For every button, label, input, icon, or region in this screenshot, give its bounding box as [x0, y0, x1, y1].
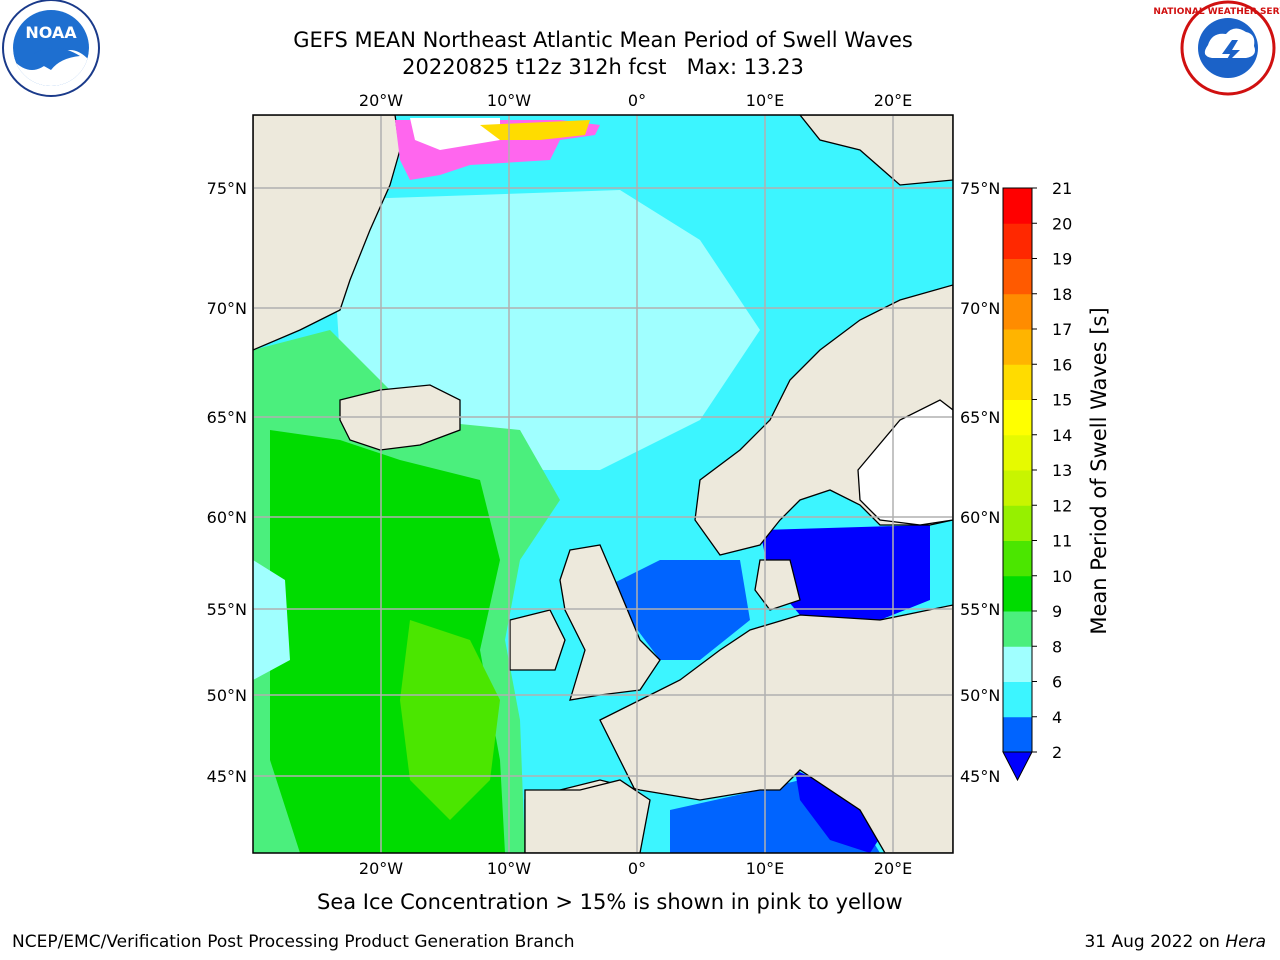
- colorbar-segment: [1003, 716, 1032, 753]
- lat-tick-right: 65°N: [960, 408, 1000, 427]
- colorbar-segment: [1003, 293, 1032, 330]
- sea-field-west-light: [253, 560, 290, 680]
- lon-tick-bottom: 0°: [628, 859, 646, 878]
- lat-tick-left: 50°N: [207, 686, 247, 705]
- footer-branch: NCEP/EMC/Verification Post Processing Pr…: [12, 932, 575, 952]
- lat-ticks-right: 75°N 70°N 65°N 60°N 55°N 50°N 45°N: [960, 179, 1000, 786]
- footer-machine: Hera: [1225, 932, 1266, 952]
- lat-tick-right: 45°N: [960, 767, 1000, 786]
- colorbar-tick-label: 20: [1052, 214, 1072, 233]
- lat-tick-right: 60°N: [960, 508, 1000, 527]
- land-iberia: [524, 779, 651, 853]
- colorbar-segment: [1003, 470, 1032, 506]
- map-frame: [252, 114, 954, 854]
- lon-tick-top: 0°: [628, 91, 646, 110]
- lat-tick-left: 60°N: [207, 508, 247, 527]
- lat-tick-right: 55°N: [960, 600, 1000, 619]
- colorbar-tick-label: 12: [1052, 496, 1072, 515]
- land-ireland: [509, 609, 566, 671]
- land-britain: [559, 544, 661, 701]
- colorbar-tick-label: 13: [1052, 461, 1072, 480]
- lat-tick-left: 75°N: [207, 179, 247, 198]
- footer-date: 31 Aug 2022 on Hera: [1084, 932, 1266, 952]
- chart-title: GEFS MEAN Northeast Atlantic Mean Period…: [293, 28, 913, 52]
- sea-field-baltic: [760, 525, 930, 620]
- colorbar-segment: [1003, 223, 1032, 259]
- colorbar-segment: [1003, 399, 1032, 436]
- lon-ticks-top: 20°W 10°W 0° 10°E 20°E: [359, 91, 912, 110]
- colorbar-under-extension: [1002, 751, 1033, 782]
- colorbar-segment: [1003, 364, 1032, 400]
- colorbar-tick-label: 21: [1052, 179, 1072, 198]
- land-areas: [253, 115, 953, 853]
- sea-field-yellowgreen: [400, 620, 500, 820]
- map-panel: [253, 115, 953, 853]
- nws-logo-text: NATIONAL WEATHER SERVICE: [1153, 7, 1280, 17]
- noaa-logo-text: NOAA: [25, 23, 77, 42]
- lat-tick-right: 75°N: [960, 179, 1000, 198]
- colorbar-tick-label: 6: [1052, 673, 1062, 692]
- colorbar-segment: [1003, 575, 1032, 612]
- sea-ice-core: [410, 118, 500, 150]
- lat-tick-right: 70°N: [960, 299, 1000, 318]
- graticule: [253, 115, 953, 853]
- land-denmark: [754, 559, 801, 611]
- colorbar-label: Mean Period of Swell Waves [s]: [1087, 307, 1111, 634]
- colorbar-tick-label: 10: [1052, 567, 1072, 586]
- colorbar-segment: [1003, 188, 1032, 224]
- sea-ice-caption: Sea Ice Concentration > 15% is shown in …: [317, 890, 903, 914]
- footer-date-text: 31 Aug 2022 on: [1084, 932, 1226, 952]
- lat-ticks-left: 75°N 70°N 65°N 60°N 55°N 50°N 45°N: [207, 179, 247, 786]
- colorbar-tick-label: 9: [1052, 602, 1062, 621]
- colorbar: 2 4 6 8 9 10 11 12 13 14 15 16 17 18 19 20 21: [1002, 179, 1072, 782]
- lon-tick-bottom: 10°W: [487, 859, 531, 878]
- lat-tick-left: 65°N: [207, 408, 247, 427]
- colorbar-segment: [1003, 540, 1032, 577]
- lat-tick-left: 55°N: [207, 600, 247, 619]
- colorbar-segment: [1003, 505, 1032, 541]
- colorbar-segment: [1003, 646, 1032, 682]
- land-bothnia-nodata: [857, 399, 953, 526]
- colorbar-tick-label: 11: [1052, 532, 1072, 551]
- colorbar-segment: [1003, 258, 1032, 295]
- lat-tick-right: 50°N: [960, 686, 1000, 705]
- lon-tick-top: 10°W: [487, 91, 531, 110]
- colorbar-tick-label: 4: [1052, 708, 1062, 727]
- sea-field-adriatic: [795, 770, 885, 853]
- lon-ticks-bottom: 20°W 10°W 0° 10°E 20°E: [359, 859, 912, 878]
- colorbar-segment: [1003, 434, 1032, 471]
- land-svalbard: [799, 115, 953, 186]
- lon-tick-bottom: 20°E: [874, 859, 912, 878]
- colorbar-tick-label: 18: [1052, 285, 1072, 304]
- nws-logo: NATIONAL WEATHER SERVICE: [1153, 0, 1280, 96]
- colorbar-tick-label: 8: [1052, 637, 1062, 656]
- lat-tick-left: 70°N: [207, 299, 247, 318]
- colorbar-segment: [1003, 681, 1032, 718]
- lon-tick-top: 10°E: [746, 91, 784, 110]
- colorbar-tick-label: 2: [1052, 743, 1062, 762]
- chart-subtitle: 20220825 t12z 312h fcst Max: 13.23: [402, 55, 804, 79]
- colorbar-segment: [1003, 329, 1032, 365]
- lon-tick-top: 20°E: [874, 91, 912, 110]
- lon-tick-top: 20°W: [359, 91, 403, 110]
- lon-tick-bottom: 20°W: [359, 859, 403, 878]
- colorbar-tick-label: 16: [1052, 355, 1072, 374]
- lon-tick-bottom: 10°E: [746, 859, 784, 878]
- colorbar-tick-label: 17: [1052, 320, 1072, 339]
- noaa-logo: NOAA: [2, 0, 100, 97]
- colorbar-tick-label: 15: [1052, 391, 1072, 410]
- colorbar-tick-label: 19: [1052, 250, 1072, 269]
- colorbar-segment: [1003, 611, 1032, 647]
- sea-ice-edge: [480, 120, 590, 140]
- colorbar-tick-label: 14: [1052, 426, 1072, 445]
- lat-tick-left: 45°N: [207, 767, 247, 786]
